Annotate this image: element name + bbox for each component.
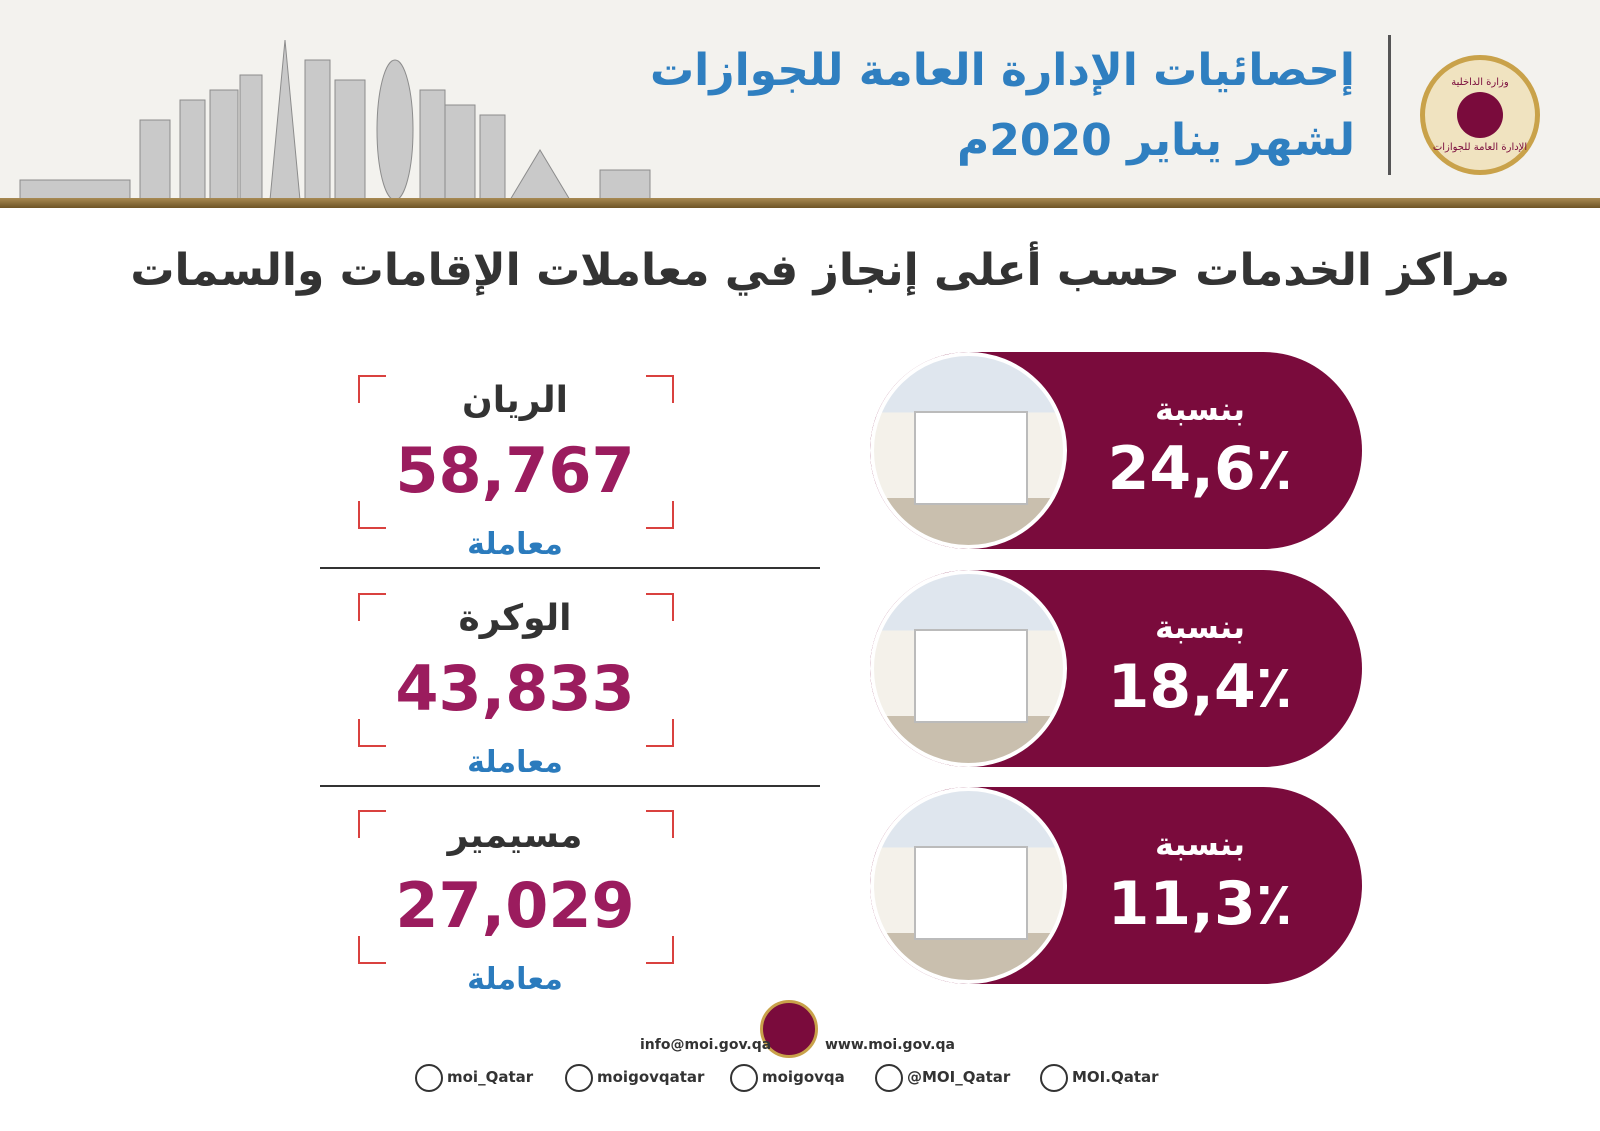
share-value: 18,4٪ — [1107, 652, 1293, 722]
social-handle: moigovqatar — [597, 1068, 705, 1086]
logo-text: وزارة الداخلية — [1451, 77, 1509, 88]
building — [914, 846, 1028, 940]
center-photo — [870, 787, 1067, 984]
building — [914, 629, 1028, 723]
center-unit: معاملة — [467, 527, 563, 562]
share-value: 11,3٪ — [1107, 869, 1293, 939]
social-icon — [875, 1064, 903, 1092]
header-band — [0, 0, 1600, 200]
bracket — [358, 501, 386, 529]
social-handle: @MOI_Qatar — [907, 1068, 1011, 1086]
footer-logo — [760, 1000, 818, 1058]
social-handle: moi_Qatar — [447, 1068, 534, 1086]
heading: مراكز الخدمات حسب أعلى إنجاز في معاملات … — [130, 245, 1510, 296]
share-label: بنسبة — [1154, 390, 1246, 428]
center-name: الريان — [461, 380, 568, 421]
bracket — [646, 375, 674, 403]
social-icon — [730, 1064, 758, 1092]
center-count: 27,029 — [395, 869, 635, 942]
bracket — [358, 375, 386, 403]
bracket — [358, 719, 386, 747]
bracket — [358, 593, 386, 621]
logo-text: الإدارة العامة للجوازات — [1432, 142, 1528, 153]
share-value: 24,6٪ — [1107, 434, 1293, 504]
separator — [320, 567, 820, 569]
social-icon — [1040, 1064, 1068, 1092]
social-handle: moigovqa — [762, 1068, 845, 1086]
bracket — [646, 593, 674, 621]
bracket — [358, 936, 386, 964]
center-name: مسيمير — [447, 815, 583, 856]
email: info@moi.gov.qa — [640, 1037, 772, 1053]
share-label: بنسبة — [1154, 825, 1246, 863]
share-label: بنسبة — [1154, 608, 1246, 646]
social-handle: MOI.Qatar — [1072, 1068, 1159, 1086]
separator — [320, 785, 820, 787]
social-icon — [565, 1064, 593, 1092]
skyline — [19, 39, 651, 200]
logo: وزارة الداخلية الإدارة العامة للجوازات — [1420, 55, 1540, 175]
center-photo — [870, 352, 1067, 549]
center-photo — [870, 570, 1067, 767]
social-icon — [415, 1064, 443, 1092]
center-unit: معاملة — [467, 745, 563, 780]
bracket — [646, 501, 674, 529]
bracket — [358, 810, 386, 838]
subtitle: لشهر يناير 2020م — [957, 115, 1355, 166]
center-count: 43,833 — [395, 652, 635, 725]
title: إحصائيات الإدارة العامة للجوازات — [649, 45, 1355, 96]
bracket — [646, 719, 674, 747]
gold-bar — [0, 198, 1600, 208]
center-unit: معاملة — [467, 962, 563, 997]
logo-emblem — [1457, 92, 1503, 138]
website: www.moi.gov.qa — [825, 1037, 955, 1053]
bracket — [646, 936, 674, 964]
divider — [1388, 35, 1391, 175]
building — [914, 411, 1028, 505]
center-name: الوكرة — [458, 598, 572, 639]
bracket — [646, 810, 674, 838]
center-count: 58,767 — [395, 434, 635, 507]
